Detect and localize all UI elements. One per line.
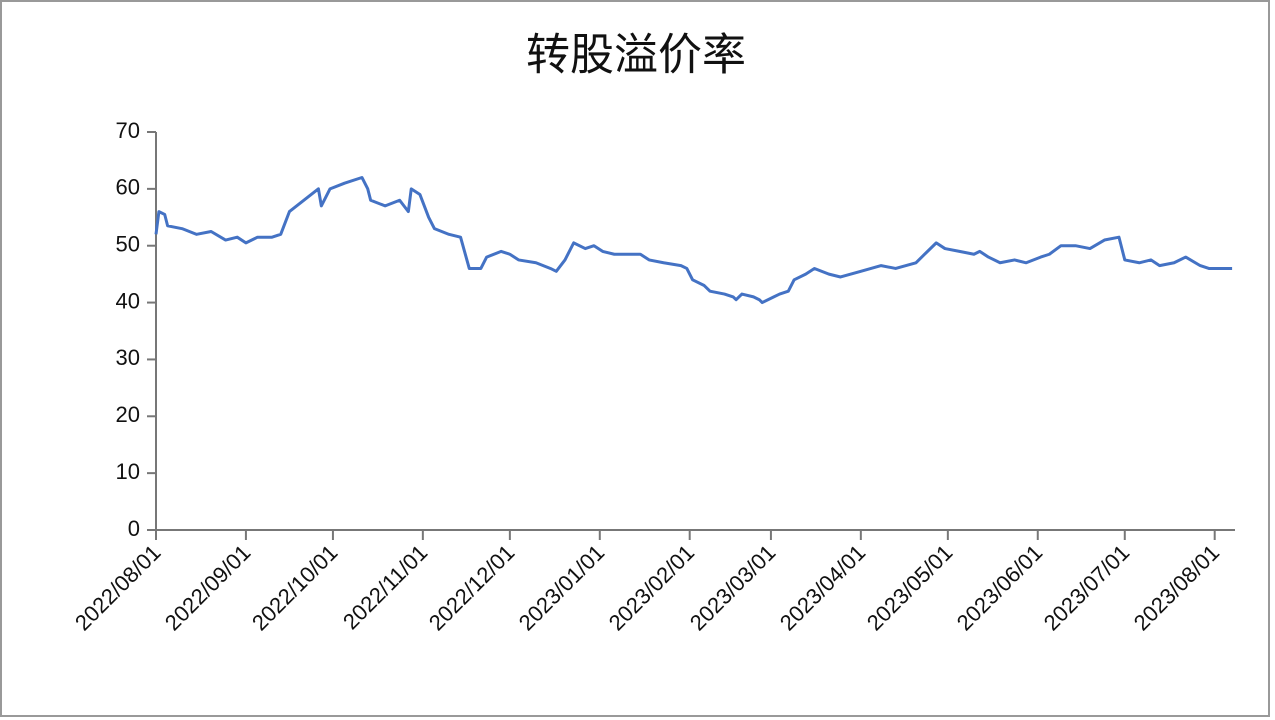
y-tick-label: 60 — [116, 175, 140, 200]
y-tick-label: 20 — [116, 402, 140, 427]
y-tick-label: 10 — [116, 459, 140, 484]
y-tick-label: 40 — [116, 288, 140, 313]
chart-title: 转股溢价率 — [526, 31, 746, 80]
y-tick-label: 30 — [116, 345, 140, 370]
y-tick-label: 70 — [116, 118, 140, 143]
y-tick-label: 0 — [128, 516, 140, 541]
data-line — [154, 175, 1233, 305]
y-tick-label: 50 — [116, 232, 140, 257]
